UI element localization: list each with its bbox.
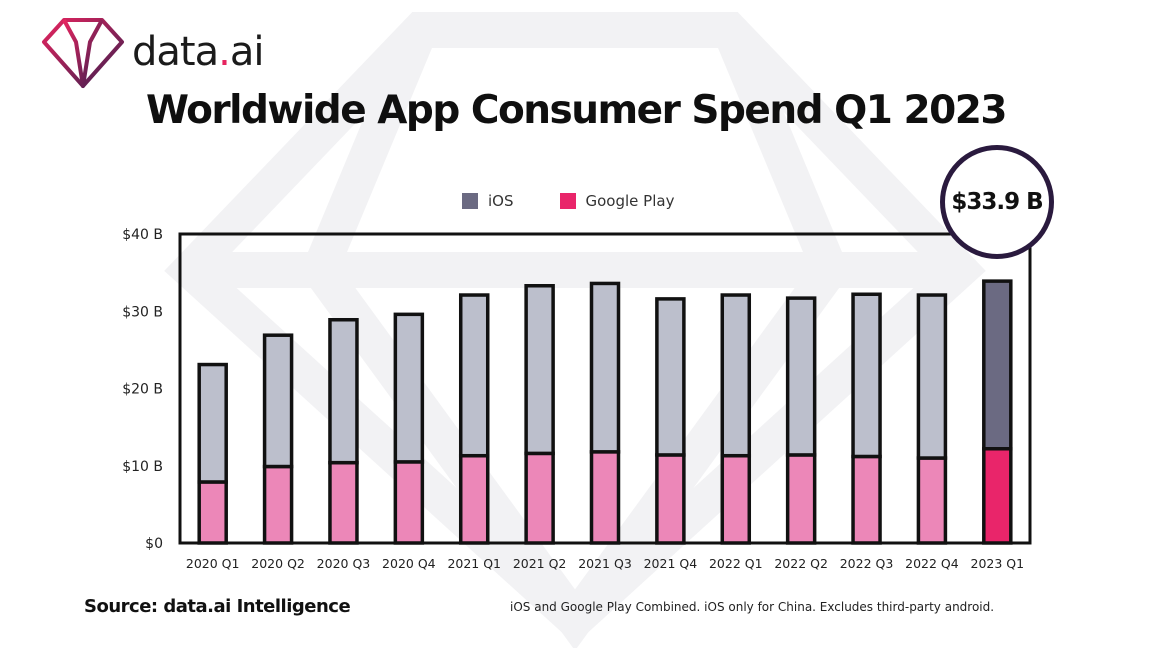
y-tick-label: $20 B — [122, 382, 163, 398]
source-label: Source: data.ai Intelligence — [84, 596, 351, 617]
bar-ios — [982, 279, 1013, 451]
bar-ios — [720, 293, 752, 458]
bar-ios — [785, 296, 817, 457]
bar-ios — [916, 293, 948, 460]
bar-google-play — [393, 460, 425, 545]
bar-ios — [328, 317, 359, 465]
bar-google-play — [197, 480, 228, 545]
y-tick-label: $30 B — [122, 304, 163, 320]
bar-google-play — [916, 456, 948, 545]
legend-item-google-play: Google Play — [559, 192, 675, 210]
bar-google-play — [982, 447, 1013, 545]
bar-google-play — [458, 453, 490, 545]
bar-ios — [524, 284, 555, 456]
y-tick-label: $10 B — [122, 459, 163, 475]
x-tick-label: 2022 Q2 — [774, 556, 828, 571]
bar-ios — [655, 297, 686, 457]
x-tick-label: 2023 Q1 — [971, 556, 1025, 571]
legend-swatch-ios — [462, 193, 478, 209]
bar-ios — [851, 292, 882, 459]
bar-ios — [197, 362, 228, 484]
x-tick-label: 2020 Q3 — [317, 556, 371, 571]
legend-label-google-play: Google Play — [585, 192, 675, 210]
bar-ios — [393, 312, 425, 464]
legend-item-ios: iOS — [462, 192, 514, 210]
chart-title: Worldwide App Consumer Spend Q1 2023 — [145, 88, 1008, 133]
bar-ios — [262, 333, 294, 469]
bar-google-play — [262, 464, 294, 545]
diamond-logo-icon — [42, 18, 124, 88]
x-tick-label: 2022 Q3 — [840, 556, 894, 571]
bar-ios — [589, 281, 621, 454]
legend-label-ios: iOS — [488, 192, 514, 210]
brand-name: data.ai — [132, 29, 265, 75]
x-tick-label: 2022 Q4 — [905, 556, 959, 571]
bar-google-play — [655, 453, 686, 545]
bar-ios — [458, 293, 490, 458]
legend-swatch-google-play — [559, 193, 576, 209]
bar-google-play — [524, 451, 555, 545]
bar-google-play — [589, 450, 621, 545]
bar-google-play — [785, 453, 817, 545]
bar-google-play — [720, 453, 752, 545]
bar-google-play — [328, 460, 359, 545]
y-tick-label: $40 B — [122, 227, 163, 243]
total-callout-badge: $33.9 B — [940, 145, 1054, 259]
brand-name-part2: ai — [229, 29, 265, 75]
x-tick-label: 2022 Q1 — [709, 556, 763, 571]
x-tick-label: 2020 Q4 — [382, 556, 436, 571]
brand-name-part1: data — [132, 29, 219, 75]
x-tick-label: 2020 Q2 — [251, 556, 305, 571]
x-tick-label: 2021 Q3 — [578, 556, 632, 571]
footnote: iOS and Google Play Combined. iOS only f… — [510, 600, 995, 614]
x-tick-label: 2021 Q2 — [513, 556, 567, 571]
brand-name-dot: . — [218, 29, 231, 75]
brand-logo: data.ai — [40, 14, 265, 90]
x-tick-label: 2020 Q1 — [186, 556, 240, 571]
y-tick-label: $0 — [145, 536, 163, 552]
x-tick-label: 2021 Q4 — [644, 556, 698, 571]
chart-legend: iOS Google Play — [462, 192, 720, 210]
x-tick-label: 2021 Q1 — [447, 556, 501, 571]
bar-google-play — [851, 454, 882, 545]
